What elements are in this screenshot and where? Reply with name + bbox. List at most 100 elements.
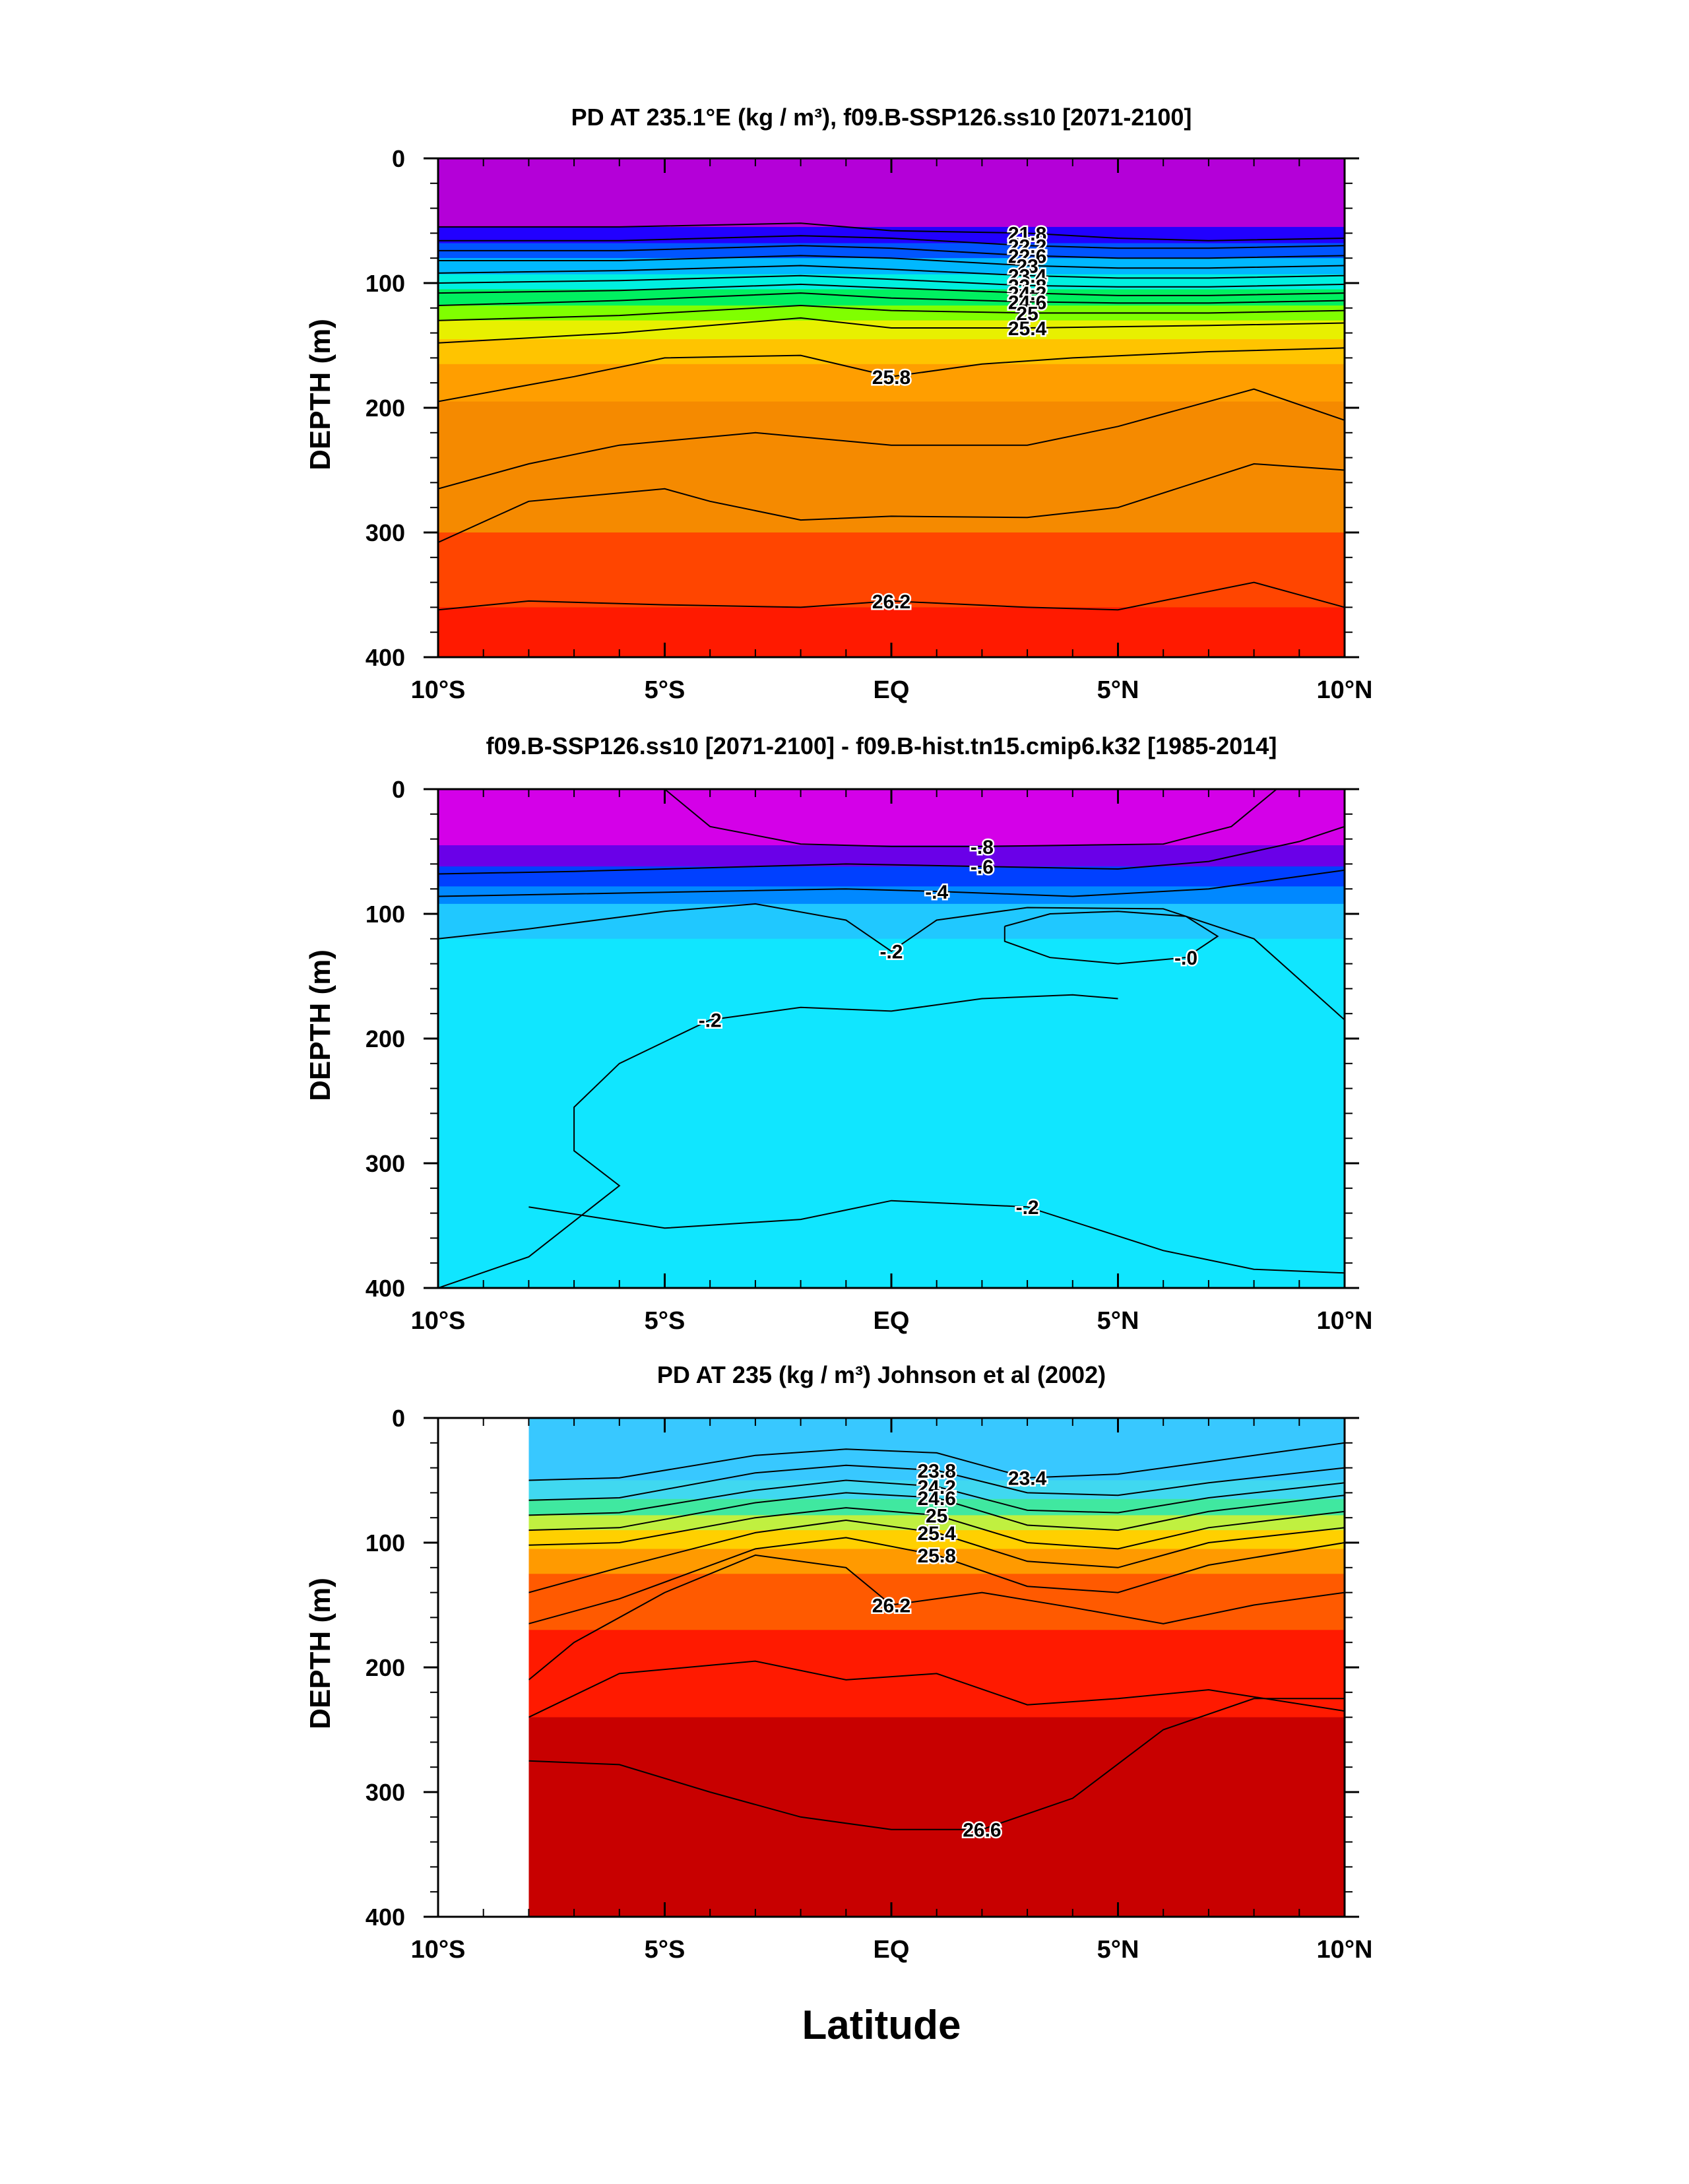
contour-label: 23.4 — [1008, 1468, 1047, 1490]
contour-line — [528, 1492, 1345, 1531]
x-tick-label: 10°S — [411, 1307, 466, 1335]
y-tick-label: 400 — [366, 1275, 405, 1302]
y-tick-label: 300 — [366, 519, 405, 546]
contour-line — [528, 1479, 1345, 1516]
contour-line — [438, 222, 1345, 241]
contour-label: 25.8 — [918, 1545, 956, 1567]
contour-line — [438, 283, 1345, 296]
x-tick-label: 10°N — [1317, 676, 1373, 704]
y-axis-label: DEPTH (m) — [304, 949, 336, 1101]
contour-label: 25.4 — [918, 1523, 957, 1545]
contour-line — [438, 994, 1118, 1288]
density-band — [528, 1515, 1345, 1531]
contour-line — [528, 1464, 1345, 1501]
data-region: -.8-.6 -.4 -.2 -.2 -.2 -.0 — [438, 789, 1345, 1288]
x-tick-label: 5°N — [1097, 1307, 1139, 1335]
panel-title: PD AT 235.1°E (kg / m³), f09.B-SSP126.ss… — [571, 104, 1192, 131]
contour-label: -.8 — [971, 837, 994, 858]
density-band — [528, 1498, 1345, 1516]
x-tick-label: EQ — [874, 676, 910, 704]
y-tick-label: 0 — [392, 1405, 405, 1432]
y-tick-label: 0 — [392, 145, 405, 172]
contour-line — [438, 347, 1345, 402]
contour-line — [1004, 911, 1219, 965]
y-axis-label: DEPTH (m) — [304, 319, 336, 470]
contour-line — [438, 245, 1345, 259]
x-tick-label: 10°N — [1317, 1936, 1373, 1964]
contour-label: -.2 — [699, 1010, 722, 1032]
contour-line — [528, 1442, 1345, 1481]
density-band — [438, 903, 1345, 940]
y-tick-label: 400 — [366, 644, 405, 671]
plot-area: -.8-.6 -.4 -.2 -.2 -.2 -.0 10°S 5°S EQ 5°N 10°N 0 10… — [366, 776, 1373, 1335]
contour-label: 23 — [1016, 256, 1038, 278]
y-tick-label: 100 — [366, 270, 405, 297]
y-axis-label: DEPTH (m) — [304, 1578, 336, 1729]
x-axis-label: Latitude — [802, 2003, 961, 2048]
contour-line — [528, 1507, 1345, 1550]
contour-line — [438, 388, 1345, 490]
contour-label: -.6 — [971, 856, 994, 878]
contour-label: 23.8 — [1008, 276, 1046, 298]
contour-line — [438, 463, 1345, 544]
density-band — [438, 532, 1345, 608]
x-tick-label: EQ — [874, 1936, 910, 1964]
y-tick-label: 200 — [366, 395, 405, 422]
panel-title: f09.B-SSP126.ss10 [2071-2100] - f09.B-hi… — [486, 732, 1277, 759]
contour-line — [438, 869, 1345, 897]
contour-line — [438, 265, 1345, 279]
contour-line — [528, 1537, 1345, 1624]
density-band — [438, 938, 1345, 1288]
density-band — [438, 401, 1345, 533]
contour-line — [438, 304, 1345, 321]
y-tick-label: 100 — [366, 901, 405, 928]
contour-line — [438, 825, 1345, 875]
contour-line — [438, 903, 1345, 1021]
contour-line — [438, 317, 1345, 344]
contour-label: 26.6 — [963, 1820, 1001, 1842]
contour-label: 25 — [1016, 303, 1038, 325]
contour-line — [438, 274, 1345, 288]
density-band — [438, 845, 1345, 868]
x-tick-label: 5°S — [645, 676, 685, 704]
plot-area: 21.822.222.62323.423.824.224.62525.425.8… — [366, 145, 1373, 704]
contour-line — [528, 1698, 1345, 1830]
contour-line — [528, 1200, 1345, 1274]
panel-title: PD AT 235 (kg / m³) Johnson et al (2002) — [657, 1361, 1106, 1388]
contour-label: 24.6 — [1008, 292, 1046, 313]
density-band — [438, 364, 1345, 402]
x-tick-label: 5°N — [1097, 676, 1139, 704]
y-tick-label: 400 — [366, 1904, 405, 1931]
y-tick-label: 200 — [366, 1025, 405, 1052]
contour-label: -.2 — [1016, 1197, 1039, 1219]
contour-label: 25.8 — [872, 367, 910, 389]
x-tick-label: 10°N — [1317, 1307, 1373, 1335]
contour-label: 21.8 — [1008, 223, 1046, 245]
y-tick-label: 100 — [366, 1529, 405, 1557]
y-tick-label: 300 — [366, 1779, 405, 1806]
density-band — [528, 1574, 1345, 1631]
x-tick-label: EQ — [874, 1307, 910, 1335]
panel-top-model-density: PD AT 235.1°E (kg / m³), f09.B-SSP126.ss… — [304, 104, 1372, 704]
contour-label: 25.4 — [1008, 318, 1047, 340]
contour-label: 25 — [926, 1505, 947, 1527]
contour-label: 24.2 — [918, 1477, 956, 1498]
contour-line — [438, 235, 1345, 249]
density-band — [438, 305, 1345, 321]
y-tick-label: 300 — [366, 1150, 405, 1177]
density-band — [528, 1549, 1345, 1575]
y-tick-label: 200 — [366, 1654, 405, 1681]
density-band — [528, 1717, 1345, 1917]
x-tick-label: 10°S — [411, 1936, 466, 1964]
contour-line — [528, 1554, 1345, 1681]
contour-line — [664, 789, 1277, 847]
contour-line — [438, 255, 1345, 269]
contour-line — [438, 292, 1345, 306]
contour-label: -.4 — [925, 882, 948, 903]
data-region: 21.822.222.62323.423.824.224.62525.425.8… — [438, 158, 1345, 657]
density-band — [438, 866, 1345, 887]
x-tick-label: 5°S — [645, 1936, 685, 1964]
density-band — [438, 243, 1345, 259]
panel-middle-difference: f09.B-SSP126.ss10 [2071-2100] - f09.B-hi… — [304, 732, 1372, 1335]
